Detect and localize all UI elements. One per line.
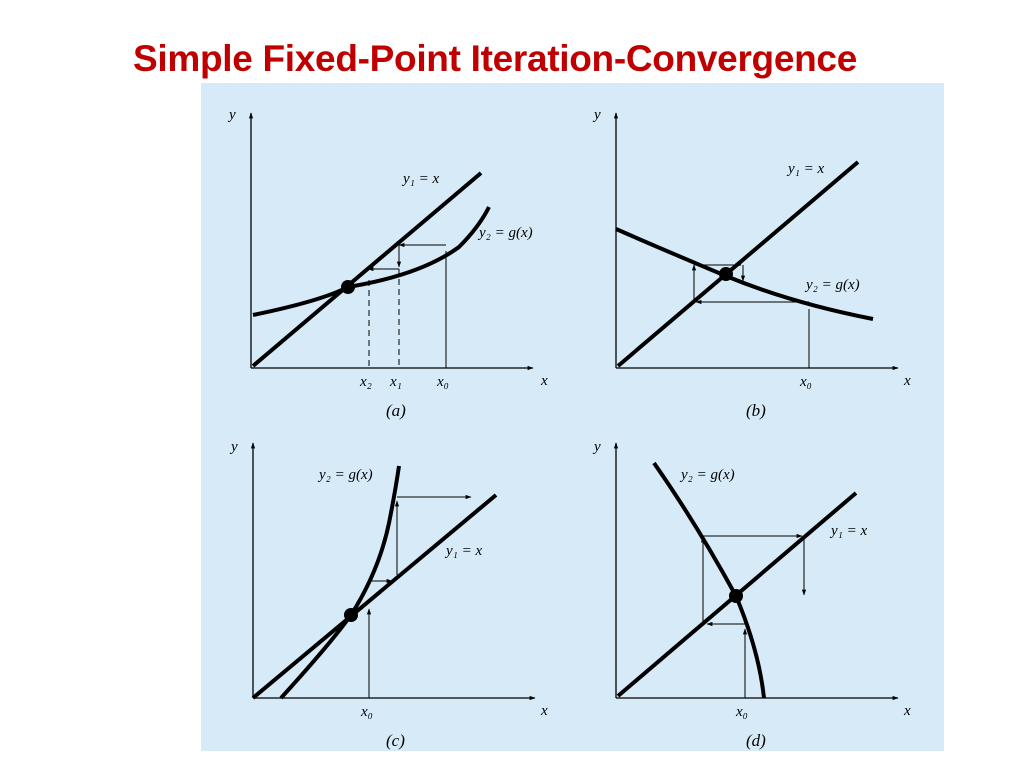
panel-a: y x y₁ = x y₂ = g(x) x₂ x₁ x₀ (a) bbox=[227, 107, 548, 420]
panel-a-fixed-point bbox=[341, 280, 355, 294]
panel-c-curve-g bbox=[279, 465, 401, 700]
panel-c-caption: (c) bbox=[386, 731, 405, 750]
panel-c-x-label: x bbox=[540, 703, 548, 719]
figure-canvas: y x y₁ = x y₂ = g(x) x₂ x₁ x₀ (a) y x y₁… bbox=[201, 83, 944, 751]
panel-b-y-label: y bbox=[592, 107, 601, 123]
panel-d-fixed-point bbox=[729, 589, 743, 603]
panel-d-tick-x0: x₀ bbox=[735, 704, 748, 720]
panel-c-line-label: y₁ = x bbox=[444, 543, 482, 559]
panel-d-y-label: y bbox=[592, 439, 601, 455]
panel-a-y-label: y bbox=[227, 107, 236, 123]
panel-b-tick-x0: x₀ bbox=[799, 374, 812, 390]
panel-d-x-label: x bbox=[903, 703, 911, 719]
panel-b-x-label: x bbox=[903, 373, 911, 389]
panel-b: y x y₁ = x y₂ = g(x) x₀ (b) bbox=[592, 107, 911, 420]
panel-c-line-y1 bbox=[251, 493, 498, 700]
panel-c-curve-label: y₂ = g(x) bbox=[317, 467, 373, 483]
panel-a-curve-g bbox=[252, 206, 491, 317]
panel-a-tick-x2: x₂ bbox=[359, 374, 372, 390]
convergence-figure: y x y₁ = x y₂ = g(x) x₂ x₁ x₀ (a) y x y₁… bbox=[201, 83, 944, 751]
panel-a-curve-label: y₂ = g(x) bbox=[477, 225, 533, 241]
panel-c-y-label: y bbox=[229, 439, 238, 455]
panel-d-curve-label: y₂ = g(x) bbox=[679, 467, 735, 483]
panel-b-line-label: y₁ = x bbox=[786, 161, 824, 177]
panel-a-caption: (a) bbox=[386, 401, 406, 420]
panel-a-tick-x0: x₀ bbox=[436, 374, 449, 390]
panel-b-curve-label: y₂ = g(x) bbox=[804, 277, 860, 293]
panel-a-line-y1 bbox=[251, 171, 483, 368]
panel-d-caption: (d) bbox=[746, 731, 766, 750]
panel-c: y x y₂ = g(x) y₁ = x x₀ (c) bbox=[229, 439, 548, 750]
panel-c-tick-x0: x₀ bbox=[360, 704, 373, 720]
panel-b-caption: (b) bbox=[746, 401, 766, 420]
slide-title: Simple Fixed-Point Iteration-Convergence bbox=[132, 38, 857, 79]
panel-d: y x y₂ = g(x) y₁ = x x₀ (d) bbox=[592, 439, 911, 750]
panel-a-x-label: x bbox=[540, 373, 548, 389]
panel-a-line-label: y₁ = x bbox=[401, 171, 439, 187]
panel-d-line-label: y₁ = x bbox=[829, 523, 867, 539]
panel-c-fixed-point bbox=[344, 608, 358, 622]
panel-a-tick-x1: x₁ bbox=[389, 374, 402, 390]
panel-b-fixed-point bbox=[719, 267, 733, 281]
